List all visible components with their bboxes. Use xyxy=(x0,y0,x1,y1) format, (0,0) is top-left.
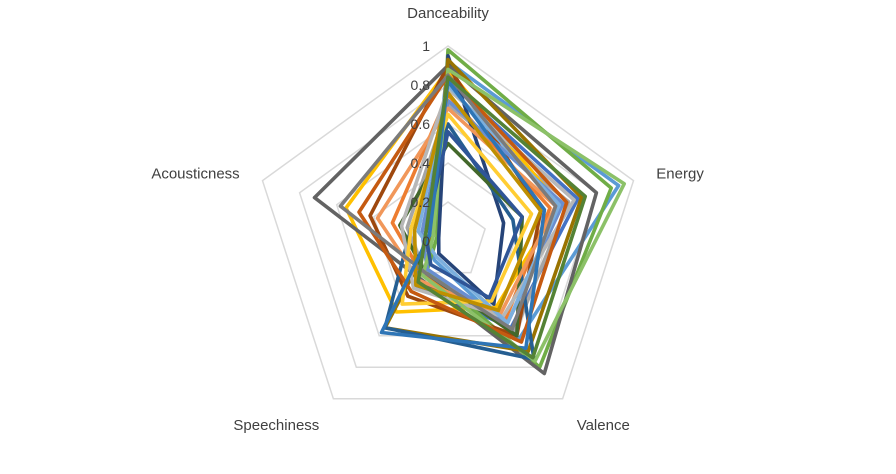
axis-label-acousticness: Acousticness xyxy=(151,165,239,182)
tick-label: 0.4 xyxy=(411,155,431,171)
tick-label: 0.2 xyxy=(411,194,431,210)
axis-label-speechiness: Speechiness xyxy=(233,417,319,434)
series-line-23 xyxy=(379,79,547,351)
series-lines xyxy=(312,48,627,376)
tick-label: 0 xyxy=(422,233,430,249)
axis-label-energy: Energy xyxy=(656,165,704,182)
series-line-22 xyxy=(412,91,543,313)
tick-label: 1 xyxy=(422,38,430,54)
series-line-18 xyxy=(420,67,627,363)
tick-labels: 0 0.2 0.4 0.6 0.8 1 xyxy=(411,38,431,249)
series-line-24 xyxy=(416,75,588,360)
grid-ring-5 xyxy=(261,45,635,400)
tick-label: 0.8 xyxy=(411,77,431,93)
series-line-20 xyxy=(357,73,569,344)
axis-label-valence: Valence xyxy=(577,417,630,434)
grid-ring-4 xyxy=(298,84,598,368)
tick-label: 0.6 xyxy=(411,116,431,132)
axis-label-danceability: Danceability xyxy=(407,5,489,22)
axis-labels: Danceability Energy Valence Speechiness Acou… xyxy=(151,5,704,434)
